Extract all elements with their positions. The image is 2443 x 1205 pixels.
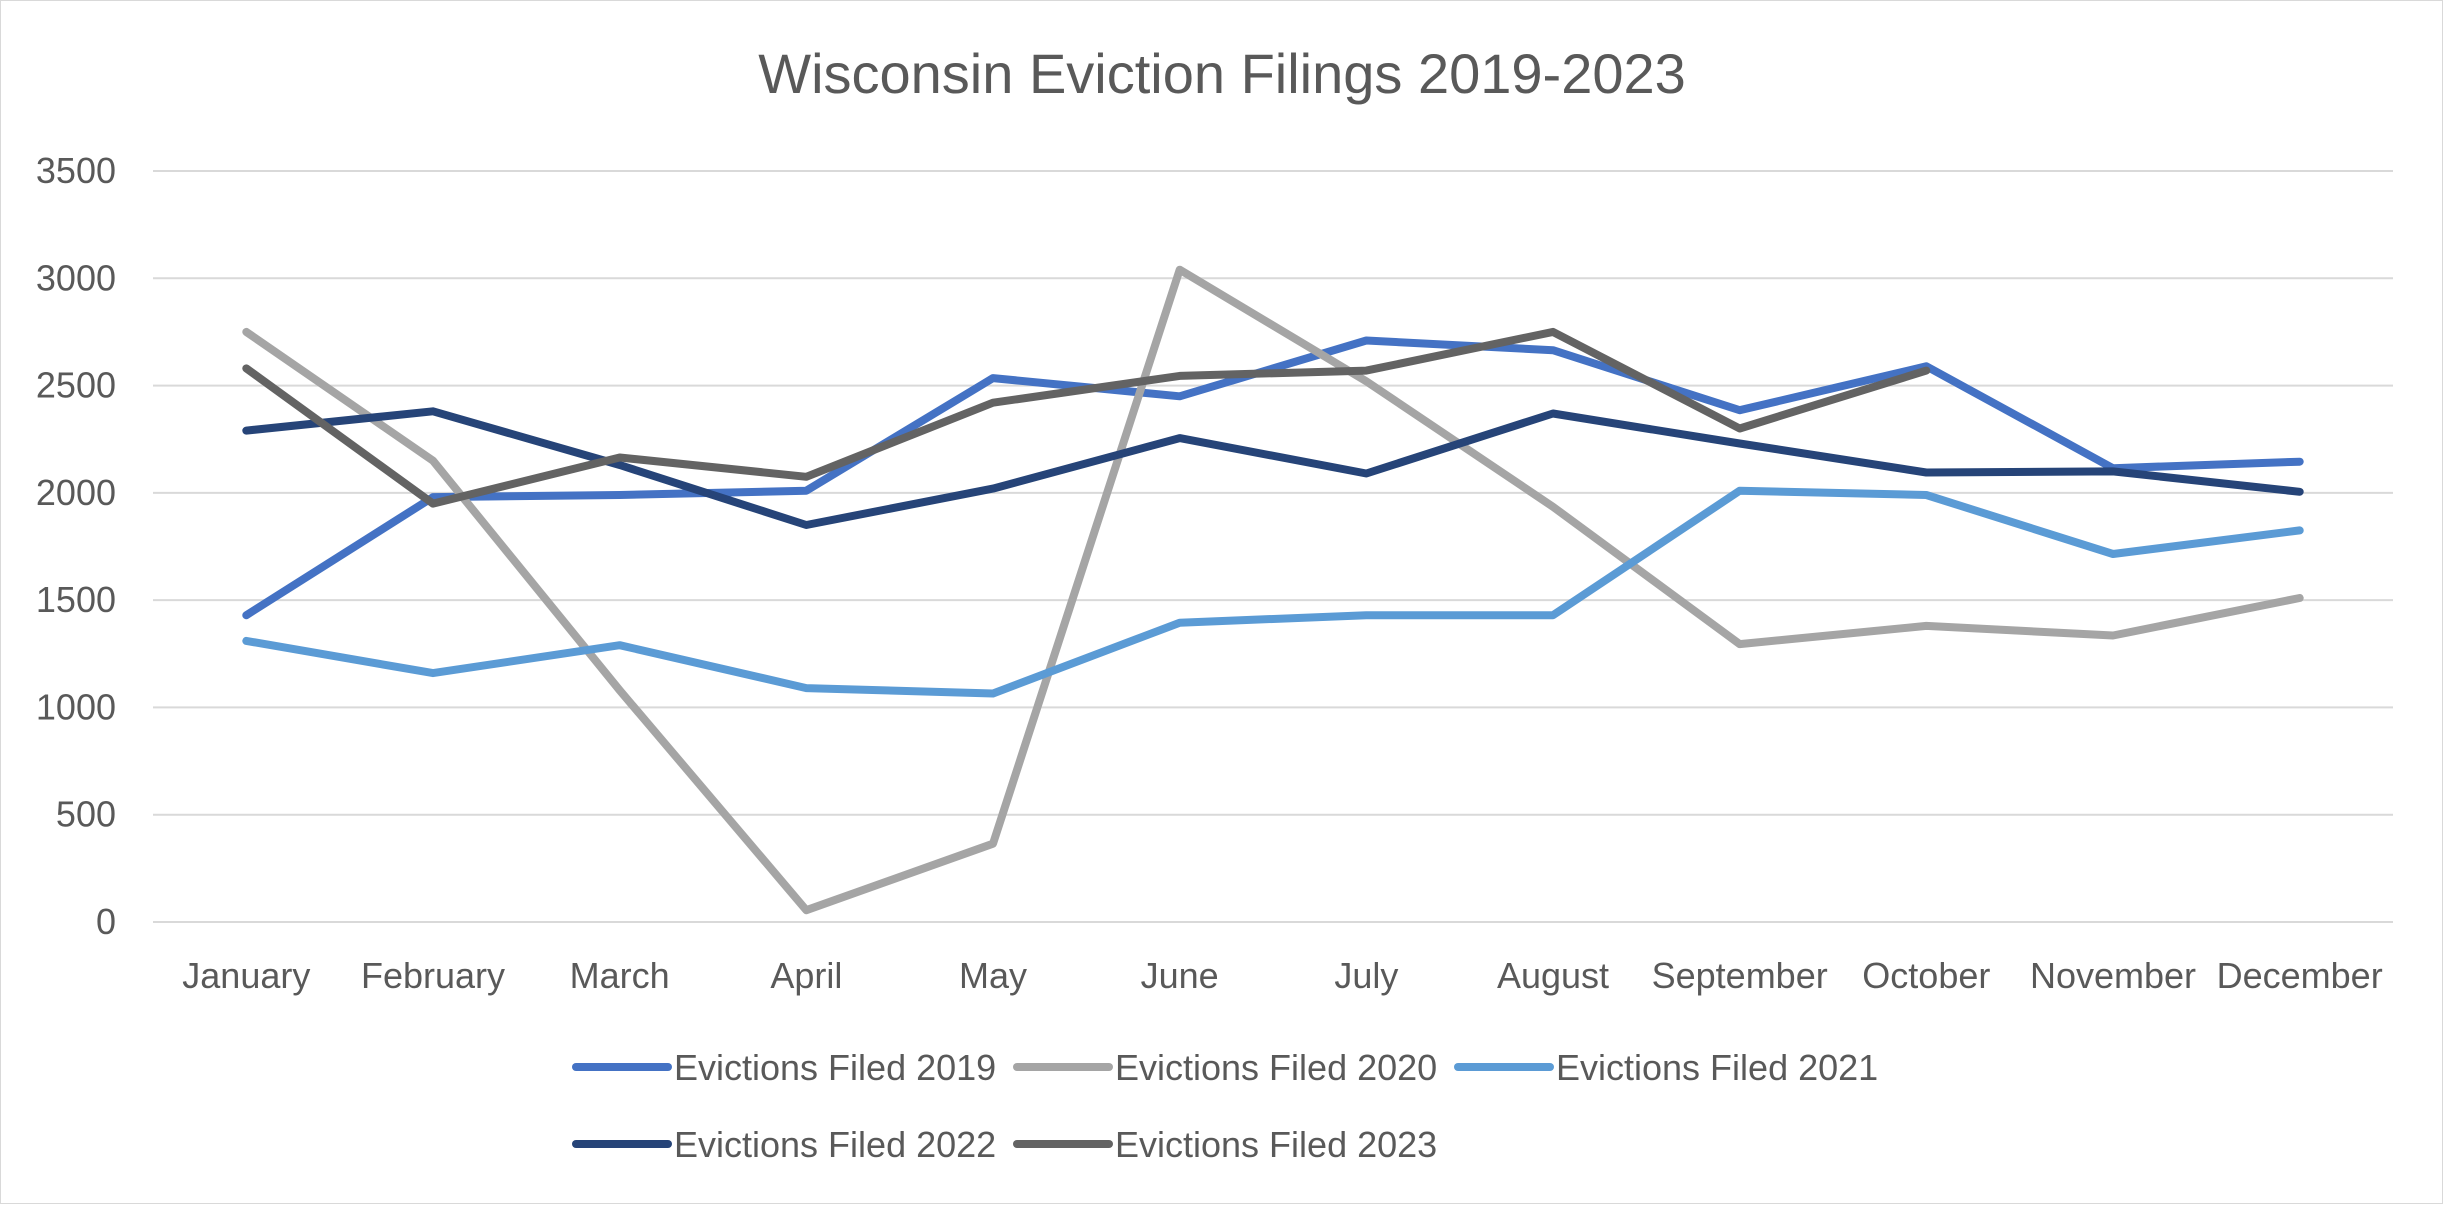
data-point <box>429 407 437 415</box>
y-axis-tick-labels: 0 500 1000 1500 2000 2500 3000 3500 <box>36 150 116 942</box>
data-point <box>429 669 437 677</box>
data-point <box>1736 487 1744 495</box>
data-point <box>2296 458 2304 466</box>
legend-label: Evictions Filed 2020 <box>1115 1047 1437 1088</box>
data-point <box>1549 328 1557 336</box>
x-tick-label: May <box>959 955 1027 996</box>
data-point <box>1176 372 1184 380</box>
x-tick-label: July <box>1334 955 1398 996</box>
y-tick-label: 0 <box>96 901 116 942</box>
data-point <box>2296 526 2304 534</box>
data-point <box>802 906 810 914</box>
data-point <box>802 487 810 495</box>
data-point <box>1362 377 1370 385</box>
data-point <box>989 485 997 493</box>
data-point <box>242 364 250 372</box>
data-point <box>1549 611 1557 619</box>
y-tick-label: 3500 <box>36 150 116 191</box>
y-tick-label: 1000 <box>36 686 116 727</box>
y-tick-label: 2500 <box>36 365 116 406</box>
data-point <box>242 328 250 336</box>
data-point <box>616 491 624 499</box>
x-tick-label: October <box>1862 955 1990 996</box>
data-point <box>802 521 810 529</box>
data-point <box>2296 594 2304 602</box>
data-point <box>242 427 250 435</box>
y-tick-label: 3000 <box>36 257 116 298</box>
data-point <box>616 641 624 649</box>
data-point <box>2296 488 2304 496</box>
data-point <box>989 690 997 698</box>
x-tick-label: December <box>2217 955 2383 996</box>
x-tick-label: September <box>1652 955 1828 996</box>
x-tick-label: April <box>770 955 842 996</box>
data-point <box>1922 367 1930 375</box>
data-point <box>242 637 250 645</box>
data-point <box>2109 467 2117 475</box>
data-point <box>2109 632 2117 640</box>
data-point <box>1736 640 1744 648</box>
data-point <box>1176 434 1184 442</box>
series-line-4 <box>242 407 2304 529</box>
y-tick-label: 500 <box>56 794 116 835</box>
legend-label: Evictions Filed 2019 <box>674 1047 996 1088</box>
series-lines <box>242 265 2304 915</box>
data-point <box>242 611 250 619</box>
x-tick-label: March <box>570 955 670 996</box>
data-point <box>1362 337 1370 345</box>
data-point <box>1176 392 1184 400</box>
data-point <box>989 840 997 848</box>
x-tick-label: August <box>1497 955 1609 996</box>
x-axis-tick-labels: January February March April May June July Augu… <box>182 955 2382 996</box>
data-point <box>429 500 437 508</box>
data-point <box>1736 406 1744 414</box>
data-point <box>616 686 624 694</box>
x-tick-label: January <box>182 955 310 996</box>
data-point <box>1362 611 1370 619</box>
data-point <box>989 374 997 382</box>
data-point <box>802 684 810 692</box>
series-line-5 <box>242 327 1931 508</box>
legend-item: Evictions Filed 2019 <box>572 1047 996 1088</box>
data-point <box>1549 503 1557 511</box>
legend-item: Evictions Filed 2022 <box>572 1124 996 1165</box>
legend-label: Evictions Filed 2021 <box>1556 1047 1878 1088</box>
legend-label: Evictions Filed 2022 <box>674 1124 996 1165</box>
data-point <box>429 457 437 465</box>
legend-item: Evictions Filed 2020 <box>1013 1047 1437 1088</box>
x-tick-label: November <box>2030 955 2196 996</box>
data-point <box>989 399 997 407</box>
data-point <box>1922 622 1930 630</box>
data-point <box>802 473 810 481</box>
data-point <box>2109 550 2117 558</box>
y-tick-label: 1500 <box>36 579 116 620</box>
gridlines <box>153 170 2393 923</box>
data-point <box>1736 440 1744 448</box>
series-line-3 <box>242 486 2304 698</box>
data-point <box>1736 425 1744 433</box>
data-point <box>1549 346 1557 354</box>
legend: Evictions Filed 2019 Evictions Filed 2020… <box>572 1047 1878 1165</box>
x-tick-label: February <box>361 955 505 996</box>
data-point <box>1362 470 1370 478</box>
x-tick-label: June <box>1141 955 1219 996</box>
y-tick-label: 2000 <box>36 472 116 513</box>
data-point <box>1922 491 1930 499</box>
legend-label: Evictions Filed 2023 <box>1115 1124 1437 1165</box>
data-point <box>1922 469 1930 477</box>
series-line-1 <box>242 336 2304 620</box>
data-point <box>616 454 624 462</box>
data-point <box>1176 619 1184 627</box>
data-point <box>1549 410 1557 418</box>
legend-item: Evictions Filed 2023 <box>1013 1124 1437 1165</box>
chart-title: Wisconsin Eviction Filings 2019-2023 <box>758 42 1686 105</box>
data-point <box>1362 367 1370 375</box>
data-point <box>1176 266 1184 274</box>
legend-item: Evictions Filed 2021 <box>1454 1047 1878 1088</box>
